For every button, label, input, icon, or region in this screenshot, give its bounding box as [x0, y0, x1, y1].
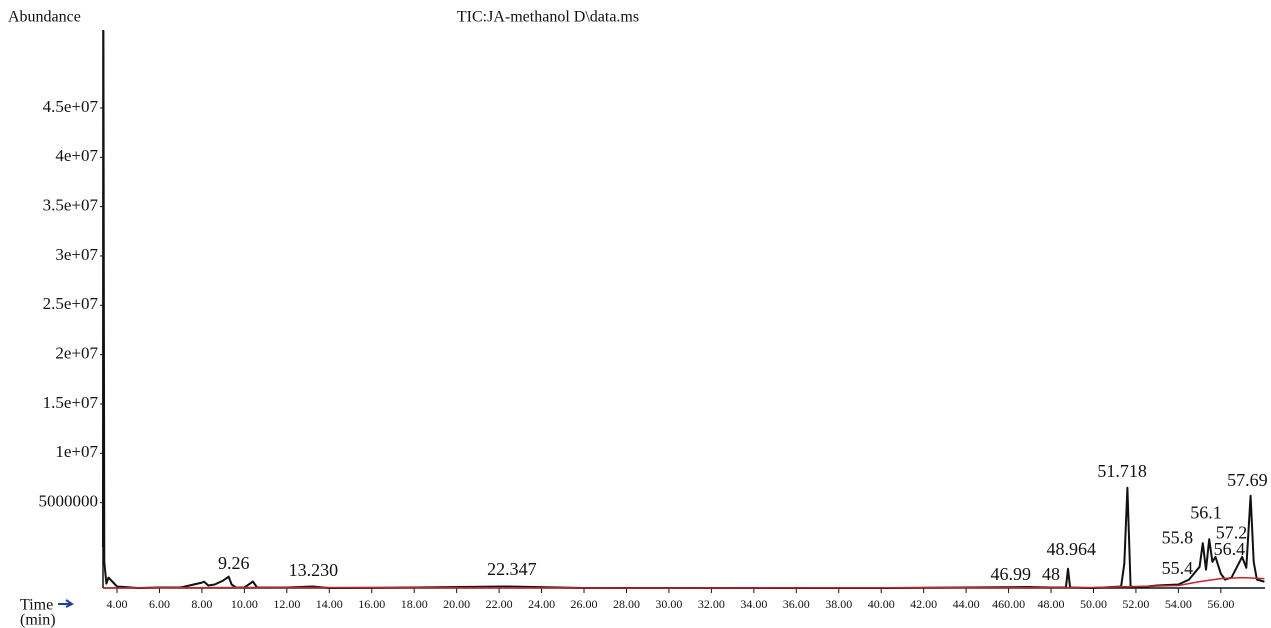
x-tick-label: 10.00 [231, 597, 258, 611]
y-tick-label: 1e+07 [55, 442, 98, 461]
y-tick-label: 3.5e+07 [43, 196, 99, 215]
x-tick-label: 34.00 [740, 597, 767, 611]
y-tick-label: 3e+07 [55, 245, 98, 264]
x-tick-label: 22.00 [486, 597, 513, 611]
x-tick-label: 12.00 [273, 597, 300, 611]
y-tick-label: 4e+07 [55, 146, 98, 165]
x-tick-label: 30.00 [655, 597, 682, 611]
x-tick-label: 50.00 [1080, 597, 1107, 611]
x-tick-label: 42.00 [910, 597, 937, 611]
time-arrow [58, 599, 74, 608]
x-tick-label: 8.00 [191, 597, 212, 611]
x-tick-label: 54.00 [1165, 597, 1192, 611]
peak-label: 51.718 [1097, 461, 1147, 481]
y-tick-label: 2.5e+07 [43, 294, 99, 313]
x-tick-label: 38.00 [825, 597, 852, 611]
peak-label: 13.230 [289, 560, 339, 580]
x-tick-label: 14.00 [316, 597, 343, 611]
x-axis-label: Time [20, 597, 53, 614]
peak-label: 56.4 [1214, 539, 1246, 559]
y-tick-label: 5000000 [39, 492, 99, 511]
peak-label: 57.69 [1227, 470, 1268, 490]
peak-label: 57.2 [1216, 522, 1248, 542]
x-tick-label: 18.00 [401, 597, 428, 611]
x-tick-label: 26.00 [571, 597, 598, 611]
peak-label: 48.964 [1046, 539, 1096, 559]
x-tick-label: 24.00 [528, 597, 555, 611]
x-tick-label: 4.00 [107, 597, 128, 611]
x-tick-label: 56.00 [1207, 597, 1234, 611]
x-tick-label: 32.00 [698, 597, 725, 611]
x-tick-label: 28.00 [613, 597, 640, 611]
peak-label: 56.1 [1190, 503, 1222, 523]
peak-label: 9.26 [218, 553, 250, 573]
peak-label: 22.347 [487, 559, 537, 579]
x-tick-label: 52.00 [1122, 597, 1149, 611]
y-axis-label: Abundance [8, 9, 81, 26]
y-tick-label: 2e+07 [55, 344, 98, 363]
y-tick-label: 4.5e+07 [43, 97, 99, 116]
x-tick-label: 20.00 [443, 597, 470, 611]
x-tick-label: 6.00 [149, 597, 170, 611]
x-tick-label: 460.00 [992, 597, 1025, 611]
x-axis-unit: (min) [20, 612, 56, 628]
x-tick-label: 36.00 [783, 597, 810, 611]
peak-label: 55.8 [1162, 527, 1194, 547]
chart-title: TIC:JA-methanol D\data.ms [457, 9, 639, 26]
trace [102, 576, 1265, 589]
peak-label: 48 [1042, 564, 1060, 584]
x-tick-label: 16.00 [358, 597, 385, 611]
peak-label: 46.99 [990, 564, 1031, 584]
x-tick-label: 48.00 [1038, 597, 1065, 611]
x-tick-label: 44.00 [953, 597, 980, 611]
trace [102, 30, 1265, 589]
peak-label: 55.4 [1162, 558, 1194, 578]
y-tick-label: 1.5e+07 [43, 393, 99, 412]
x-tick-label: 40.00 [868, 597, 895, 611]
